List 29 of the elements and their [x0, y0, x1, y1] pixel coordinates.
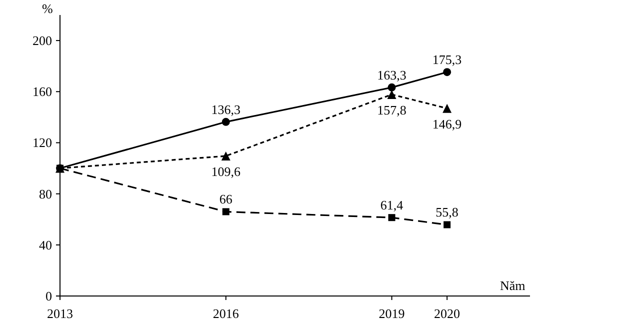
x-tick-label: 2020	[434, 306, 460, 321]
x-axis-title: Năm	[500, 278, 526, 293]
point	[388, 214, 396, 222]
point	[222, 208, 230, 216]
x-tick-label: 2016	[212, 306, 240, 321]
y-tick-label: 120	[32, 135, 52, 150]
point	[444, 221, 451, 228]
data-label: 66	[219, 192, 233, 207]
data-label: 61,4	[380, 198, 404, 213]
y-tick-label: 40	[39, 237, 52, 252]
data-label: 163,3	[377, 67, 406, 82]
x-tick-label: 2013	[47, 306, 73, 321]
data-label: 55,8	[436, 204, 458, 220]
y-tick-label: 80	[39, 186, 52, 202]
data-label: 136,3	[211, 102, 241, 117]
y-tick-label: 160	[32, 84, 52, 100]
y-tick-label: 0	[46, 288, 52, 304]
point	[222, 118, 230, 126]
point	[442, 104, 452, 113]
y-axis-title: %	[42, 1, 53, 16]
point	[221, 152, 230, 161]
data-label: 109,6	[211, 164, 242, 180]
y-tick-label: 200	[32, 33, 52, 48]
point	[443, 68, 452, 76]
data-label: 157,8	[377, 102, 406, 118]
x-tick-label: 2019	[378, 306, 405, 321]
data-label: 175,3	[432, 52, 462, 68]
point	[388, 83, 396, 92]
data-label: 146,9	[432, 116, 462, 132]
